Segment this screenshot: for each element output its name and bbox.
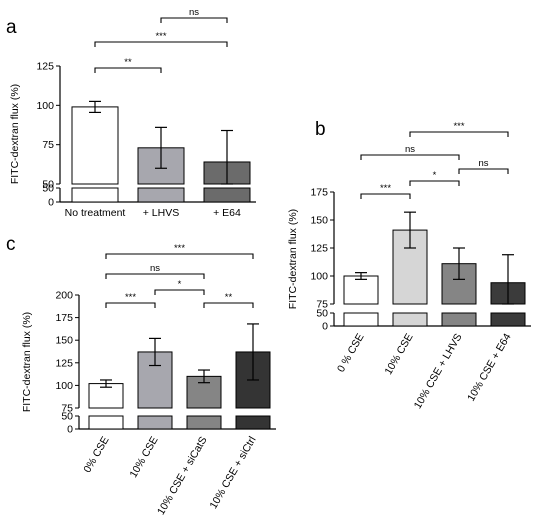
bar-lower [392,312,428,327]
bar-lower [203,187,251,203]
x-tick-label: 10% CSE [127,435,160,480]
y-tick-label: 150 [55,335,73,347]
y-tick-label: 100 [36,100,54,112]
x-tick-label: + LHVS [143,207,179,219]
significance-label: *** [174,243,185,254]
bar-lower [137,187,185,203]
y-tick-label: 175 [55,312,73,324]
significance-bracket [203,302,254,308]
bar-lower [137,415,173,430]
significance-bracket [105,302,156,308]
y-tick-label: 125 [310,243,328,255]
significance-label: ns [150,263,160,274]
y-tick-label: 200 [55,290,73,302]
y-tick-label: 75 [42,139,54,151]
bar-lower [490,312,526,327]
panel-label-b: b [315,119,326,140]
panel-label-a: a [6,17,17,38]
significance-bracket [105,253,254,259]
y-tick-label: 100 [310,271,328,283]
y-tick-label: 50 [316,308,328,320]
significance-bracket [105,273,205,279]
bar-lower [343,312,379,327]
x-tick-label: 10% CSE + siCatS [155,435,210,518]
significance-label: *** [380,183,391,194]
bar-lower [186,415,222,430]
significance-bracket [154,289,205,295]
significance-bracket [94,41,228,47]
bar-lower [235,415,271,430]
x-tick-label: 10% CSE [382,332,415,377]
significance-label: ns [478,158,488,169]
panel-c: c 75 100 125 150 175 200 050 FITC-dextran flux … [6,234,276,517]
significance-bracket [160,17,228,23]
y-tick-label: 175 [310,187,328,199]
y-tick-label: 0 [322,321,328,333]
significance-label: *** [155,31,166,42]
x-tick-label: 10% CSE + LHVS [412,332,465,412]
y-tick-label: 125 [55,357,73,369]
x-tick-label: 0 % CSE [335,332,367,375]
y-tick-label: 125 [36,61,54,73]
bar-lower [441,312,477,327]
panel-label-c: c [6,234,16,255]
significance-bracket [360,154,460,160]
significance-label: ns [405,144,415,155]
y-tick-label: 0 [48,197,54,209]
significance-bracket [458,168,509,174]
y-axis-title: FITC-dextran flux (%) [21,312,33,412]
y-tick-label: 75 [61,403,73,415]
y-tick-label: 75 [316,299,328,311]
bar-lower [88,415,124,430]
significance-bracket [94,67,162,73]
x-tick-label: 10% CSE + E64 [465,331,514,403]
x-tick-label: 0% CSE [81,435,111,475]
significance-label: *** [125,292,136,303]
y-tick-label: 50 [61,411,73,423]
significance-label: ** [124,57,132,68]
significance-label: ** [225,292,233,303]
panel-a: a 50 75 100 125 0 50 FITC-dextran flux (%) No t… [6,7,256,219]
y-tick-label: 0 [67,424,73,436]
y-tick-label: 50 [42,183,54,195]
y-tick-label: 50 [42,179,54,191]
bar-lower [71,187,119,203]
y-axis-title: FITC-dextran flux (%) [287,209,299,309]
x-tick-label: No treatment [65,207,126,219]
significance-bracket [409,131,509,137]
significance-label: * [433,170,437,181]
significance-label: ns [189,7,199,18]
significance-label: *** [453,121,464,132]
x-tick-label: 10% CSE + siCtrl [208,435,259,511]
y-tick-label: 150 [310,215,328,227]
significance-label: * [178,279,182,290]
bar-upper [71,106,119,185]
significance-bracket [360,193,411,199]
bar-upper [343,275,379,305]
y-tick-label: 100 [55,380,73,392]
panel-b: b 75 100 125 150 175 050 FITC-dextran flux (%)… [287,119,531,411]
y-axis-title: FITC-dextran flux (%) [9,84,21,184]
significance-bracket [409,180,460,186]
x-tick-label: + E64 [213,207,241,219]
